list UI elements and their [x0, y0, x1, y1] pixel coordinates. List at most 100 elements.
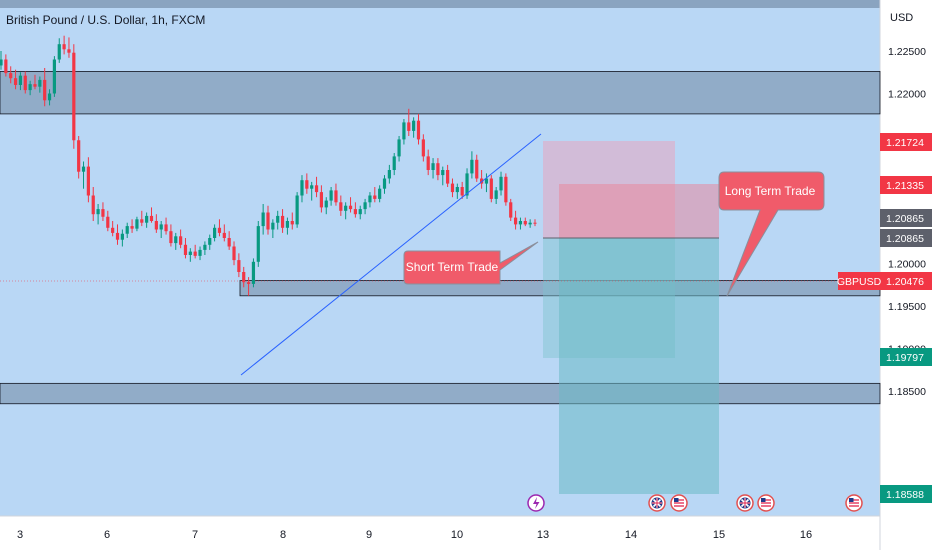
candle [38, 76, 42, 93]
candle [280, 209, 285, 233]
price-tag-label: 1.20865 [886, 213, 924, 225]
price-tag: 1.21724 [880, 133, 932, 151]
candle [523, 217, 527, 227]
candle [43, 68, 47, 107]
long-term-take-profit-box[interactable] [559, 238, 719, 494]
us-flag-icon[interactable] [670, 494, 688, 512]
long-term-callout-shape [718, 171, 825, 297]
candle [271, 219, 275, 238]
price-tag-label: 1.21724 [886, 137, 924, 149]
price-tick-label: 1.18500 [888, 386, 926, 398]
candle [324, 197, 328, 215]
candle [533, 219, 537, 227]
candle [480, 170, 484, 189]
candle [460, 181, 464, 199]
event-markers [527, 494, 863, 512]
uk-flag-icon[interactable] [736, 494, 754, 512]
candle [499, 171, 503, 196]
candle [9, 66, 13, 84]
long-term-stop-loss-box[interactable] [559, 184, 719, 238]
price-tag-label: 1.19797 [886, 352, 924, 364]
candle [86, 157, 90, 203]
candle [382, 175, 387, 194]
time-tick-label: 6 [104, 529, 110, 541]
candle [67, 37, 71, 58]
candle [446, 164, 450, 187]
candle [412, 117, 416, 138]
long-term-trade-callout[interactable]: Long Term Trade [718, 171, 825, 297]
candle [237, 253, 241, 278]
candle [509, 198, 513, 221]
us-flag-icon[interactable] [845, 494, 863, 512]
candle [106, 210, 110, 232]
uk-flag-icon[interactable] [648, 494, 666, 512]
candle [169, 224, 173, 247]
candle [0, 51, 3, 70]
candle [513, 210, 518, 230]
candle [246, 277, 251, 296]
price-tag-label: 1.18588 [886, 489, 924, 501]
candle [115, 224, 120, 245]
candle [392, 153, 396, 176]
us-flag-icon[interactable] [757, 494, 775, 512]
price-tag-label: 1.20865 [886, 233, 924, 245]
candle [378, 185, 382, 203]
candle [145, 212, 149, 228]
candle [295, 192, 299, 228]
candle [227, 231, 231, 250]
candle [125, 222, 129, 238]
bottom-support-zone[interactable] [0, 382, 881, 405]
candle [475, 154, 479, 182]
price-tag: 1.18588 [880, 485, 932, 503]
time-tick-label: 3 [17, 529, 23, 541]
candle [203, 241, 207, 255]
time-tick-label: 16 [800, 529, 812, 541]
trendline[interactable] [240, 133, 542, 376]
candle [276, 210, 280, 230]
candle [242, 266, 246, 288]
candle [363, 198, 367, 215]
candle [101, 202, 105, 221]
candle [222, 224, 226, 242]
time-axis-ticks: 3 6 7 8 9 10 13 14 15 16 [17, 529, 812, 541]
candle [183, 238, 188, 259]
candle [266, 205, 270, 235]
price-tick-label: 1.20000 [888, 259, 926, 271]
candle [193, 244, 197, 259]
candle [198, 246, 202, 261]
candle [426, 149, 430, 176]
candle [213, 224, 217, 242]
time-tick-label: 13 [537, 529, 549, 541]
resistance-zone[interactable] [0, 71, 881, 115]
candle [154, 214, 158, 233]
price-tag: 1.20865 [880, 229, 932, 247]
candle [285, 217, 290, 235]
short-term-trade-callout[interactable]: Short Term Trade [403, 241, 539, 285]
candle [140, 210, 144, 227]
candlestick-series [0, 35, 537, 296]
long-term-trade-label: Long Term Trade [725, 184, 816, 198]
candle [217, 219, 222, 237]
candle [484, 173, 489, 193]
candle [57, 38, 61, 63]
short-term-callout-shape [403, 241, 539, 285]
candle [130, 219, 134, 233]
time-tick-label: 14 [625, 529, 637, 541]
trade-positions [543, 141, 719, 494]
symbol-label[interactable]: GBPUSD [837, 272, 882, 290]
candle [164, 217, 168, 235]
candle [77, 136, 81, 179]
news-event-icon[interactable] [527, 494, 545, 512]
candle [314, 176, 319, 198]
candle [397, 136, 401, 162]
candle [256, 221, 260, 267]
candle [159, 221, 163, 238]
candle [348, 197, 353, 213]
candle [300, 175, 304, 203]
candle [470, 151, 474, 179]
candle [81, 161, 86, 189]
time-tick-label: 10 [451, 529, 463, 541]
candle [528, 219, 532, 228]
candle [28, 80, 32, 96]
